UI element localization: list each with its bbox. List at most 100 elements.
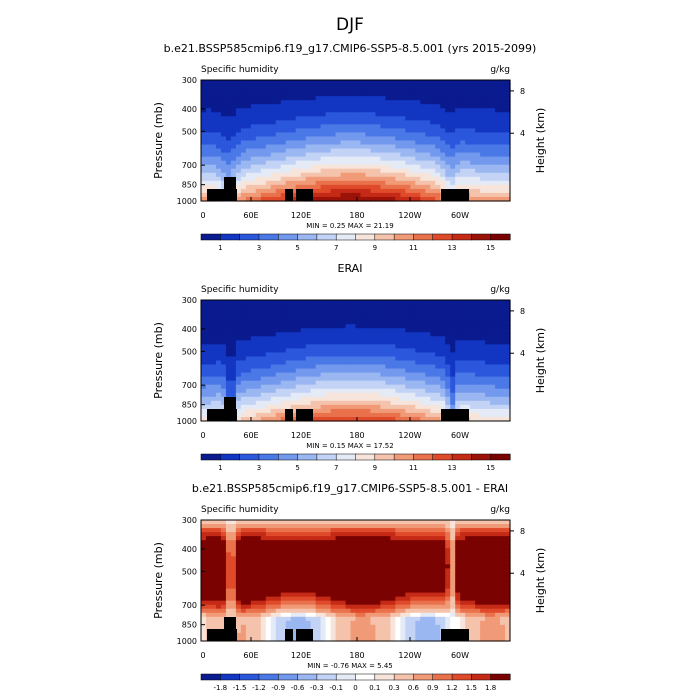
field-cell [345,552,352,557]
field-cell [295,340,302,345]
field-cell [215,316,222,321]
field-cell [485,100,491,105]
field-cell [475,352,481,358]
field-cell [340,108,347,113]
field-cell [260,96,267,101]
field-cell [470,408,476,414]
field-cell [215,372,222,378]
field-cell [505,80,511,85]
field-cell [355,140,362,146]
field-cell [345,364,352,370]
field-cell [325,164,332,170]
field-cell [315,100,322,105]
field-cell [405,164,411,170]
field-cell [365,120,372,125]
field-cell [395,556,401,561]
field-cell [450,552,456,557]
field-cell [220,140,227,146]
field-cell [320,576,327,582]
field-cell [390,128,396,134]
field-cell [445,120,451,125]
field-cell [225,372,232,378]
field-cell [345,88,352,93]
field-cell [250,136,257,142]
field-cell [430,408,436,414]
field-cell [315,524,322,529]
field-cell [235,544,242,549]
field-cell [380,392,386,398]
field-cell [290,116,297,121]
field-cell [235,524,242,529]
colorbar-swatch [451,233,472,241]
field-cell [255,524,262,529]
field-cell [370,316,377,321]
field-cell [455,112,461,117]
field-cell [435,556,441,561]
field-cell [260,548,267,553]
field-cell [225,152,232,158]
field-cell [485,104,491,109]
field-cell [455,380,461,386]
field-cell [285,368,292,374]
field-cell [320,544,327,549]
field-cell [305,340,312,345]
field-cell [305,540,312,545]
field-cell [320,564,327,569]
field-cell [395,560,401,565]
field-cell [480,164,486,170]
field-cell [215,96,222,101]
field-cell [505,320,511,325]
field-cell [210,568,217,574]
field-cell [320,120,327,125]
field-cell [500,400,506,406]
field-cell [490,584,496,590]
colorbar-swatch [239,233,260,241]
field-cell [340,144,347,150]
field-cell [270,180,277,186]
field-cell [260,536,267,541]
y-tick-label: 850 [182,181,197,190]
field-cell [460,124,466,129]
field-cell [355,344,362,349]
field-cell [370,104,377,109]
field-cell [215,400,222,406]
field-cell [285,108,292,113]
field-cell [485,416,491,422]
field-cell [385,128,391,134]
field-cell [365,316,372,321]
field-cell [505,148,511,154]
field-cell [210,144,217,150]
field-cell [395,584,401,590]
field-cell [290,400,297,406]
field-cell [395,152,401,158]
field-cell [385,380,391,386]
field-cell [315,344,322,349]
field-cell [315,156,322,162]
field-cell [405,348,411,354]
field-cell [210,384,217,390]
field-cell [370,528,377,533]
field-cell [375,548,382,553]
field-cell [490,132,496,138]
field-cell [330,384,337,390]
field-cell [270,196,277,202]
field-cell [300,80,307,85]
field-cell [335,116,342,121]
field-cell [220,160,227,166]
field-cell [365,352,372,358]
field-cell [285,164,292,170]
field-cell [220,344,227,349]
field-cell [480,188,486,194]
field-cell [465,376,471,382]
field-cell [325,556,332,561]
field-cell [275,532,282,537]
field-cell [335,408,342,414]
field-cell [370,404,377,410]
field-cell [225,116,232,121]
field-cell [470,332,476,337]
field-cell [240,96,247,101]
field-cell [445,356,451,362]
field-cell [275,528,282,533]
field-cell [500,416,506,422]
x-tick-label: 60E [243,211,258,220]
